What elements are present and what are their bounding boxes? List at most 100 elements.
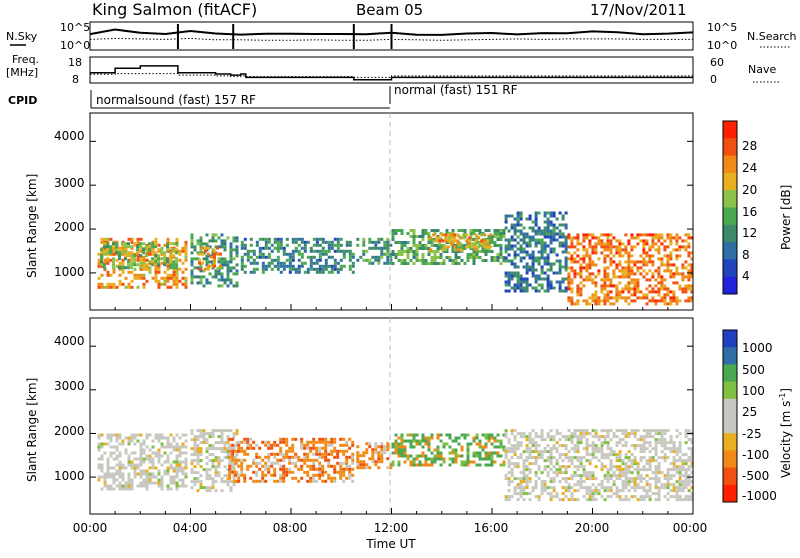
power-cell bbox=[389, 252, 393, 256]
power-cell bbox=[258, 252, 262, 256]
vel-cell bbox=[193, 471, 197, 475]
vel-cell bbox=[439, 451, 443, 455]
power-cell bbox=[615, 266, 619, 270]
vel-cell bbox=[228, 443, 232, 447]
power-cell bbox=[169, 276, 173, 280]
power-cell bbox=[243, 252, 247, 256]
vel-cell bbox=[654, 438, 658, 442]
power-cell bbox=[690, 236, 694, 240]
power-cell bbox=[213, 255, 216, 259]
vel-cbar-label-sup: -1 bbox=[778, 393, 787, 401]
power-cell bbox=[106, 273, 110, 277]
power-cell bbox=[510, 271, 514, 275]
power-cell bbox=[534, 223, 538, 227]
vel-cell bbox=[546, 486, 550, 490]
vel-cell bbox=[502, 460, 506, 464]
vel-cell bbox=[115, 463, 119, 467]
power-cell bbox=[438, 239, 442, 243]
power-cell bbox=[465, 239, 469, 243]
vel-cell bbox=[306, 458, 310, 462]
power-cell bbox=[226, 236, 230, 240]
power-cell bbox=[606, 293, 610, 297]
power-cell bbox=[154, 267, 158, 271]
power-cell bbox=[630, 254, 634, 258]
vel-cell bbox=[371, 460, 375, 464]
power-cell bbox=[636, 296, 640, 300]
vel-cell bbox=[330, 452, 334, 456]
power-cell bbox=[321, 267, 325, 271]
vel-cell bbox=[300, 467, 304, 471]
power-cell bbox=[235, 281, 239, 285]
power-cell bbox=[594, 299, 598, 303]
vel-cell bbox=[196, 489, 200, 493]
power-cell bbox=[220, 278, 224, 282]
power-cell bbox=[121, 270, 125, 274]
vel-cell bbox=[469, 442, 473, 446]
power-cell bbox=[267, 264, 271, 268]
vel-cell bbox=[205, 432, 209, 436]
power-cell bbox=[549, 232, 553, 236]
vel-cell bbox=[490, 451, 494, 455]
power-cell bbox=[235, 284, 239, 288]
power-cell bbox=[558, 241, 562, 245]
power-cell bbox=[507, 274, 511, 278]
power-cell bbox=[201, 246, 204, 250]
vel-cell bbox=[282, 452, 286, 456]
power-cell bbox=[648, 248, 652, 252]
power-cell bbox=[196, 242, 200, 246]
vel-cell bbox=[510, 474, 514, 478]
power-cell bbox=[466, 259, 470, 262]
vel-cell bbox=[678, 444, 682, 448]
vel-cell bbox=[106, 487, 110, 491]
power-cell bbox=[377, 255, 381, 259]
power-cbar-tick-24: 24 bbox=[742, 161, 757, 175]
vel-cell bbox=[397, 463, 401, 467]
vel-cell bbox=[154, 475, 158, 479]
vel-cell bbox=[513, 438, 517, 442]
vel-cell bbox=[573, 435, 577, 439]
vel-cell bbox=[237, 443, 241, 447]
power-cell bbox=[412, 253, 416, 256]
vel-cell bbox=[669, 483, 673, 487]
vel-cell bbox=[172, 475, 176, 479]
vel-cell bbox=[226, 468, 230, 472]
power-cell bbox=[543, 277, 547, 281]
power-cell bbox=[336, 261, 340, 265]
vel-cell bbox=[642, 444, 646, 448]
vel-cell bbox=[609, 450, 613, 454]
vel-cell bbox=[223, 456, 227, 460]
vel-cell bbox=[537, 495, 541, 499]
power-cell bbox=[606, 290, 610, 294]
vel-cell bbox=[558, 444, 562, 448]
power-cell bbox=[552, 250, 556, 254]
vel-cell bbox=[645, 489, 649, 493]
power-cell bbox=[276, 255, 280, 259]
vel-cell bbox=[190, 486, 194, 490]
power-cell bbox=[121, 246, 125, 250]
vel-cell bbox=[678, 489, 682, 493]
power-cell bbox=[546, 226, 550, 230]
vel-cell bbox=[166, 487, 170, 491]
vel-cell bbox=[231, 458, 235, 462]
power-cell bbox=[172, 282, 176, 286]
vel-cell bbox=[433, 454, 437, 458]
power-cell bbox=[285, 252, 289, 256]
vel-cell bbox=[160, 478, 164, 482]
vel-cell bbox=[237, 464, 241, 468]
vel-cell bbox=[681, 462, 685, 466]
vel-cell bbox=[606, 456, 610, 460]
power-cell bbox=[148, 266, 152, 270]
power-cell bbox=[336, 237, 340, 241]
power-cell bbox=[151, 276, 155, 280]
vel-cell bbox=[588, 486, 592, 490]
power-cell bbox=[220, 266, 224, 270]
vel-cell bbox=[400, 436, 404, 440]
power-cell bbox=[400, 247, 404, 250]
vel-cell bbox=[112, 445, 116, 449]
power-cell bbox=[558, 268, 562, 272]
vel-cell bbox=[454, 439, 458, 443]
power-cell bbox=[412, 262, 416, 265]
power-cell bbox=[450, 242, 454, 246]
power-cell bbox=[223, 245, 227, 249]
vel-cell bbox=[324, 479, 328, 483]
